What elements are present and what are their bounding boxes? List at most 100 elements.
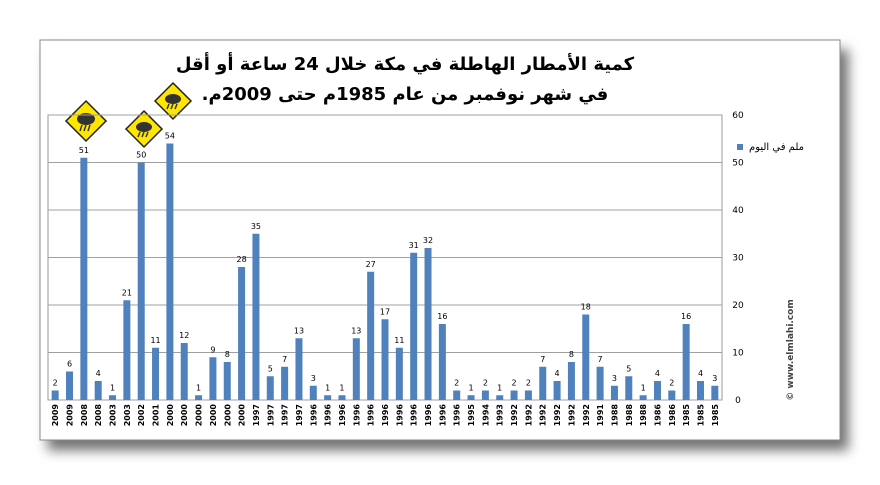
x-tick-label: 1996 [424,404,433,427]
data-label: 2 [483,379,488,388]
x-tick-label: 1985 [711,404,720,427]
x-tick-label: 1996 [338,404,347,427]
bar [137,162,145,400]
x-tick-label: 1996 [381,404,390,427]
bar [582,314,590,400]
x-tick-label: 1993 [496,404,505,426]
bar [223,362,231,400]
data-label: 54 [165,132,175,141]
data-label: 2 [669,379,674,388]
x-tick-label: 2000 [209,404,218,427]
data-label: 18 [581,303,591,312]
y-tick-label: 30 [732,254,744,264]
data-label: 8 [569,350,574,359]
data-label: 5 [626,364,631,373]
data-label: 13 [294,326,304,335]
bar [453,390,461,400]
x-tick-label: 2000 [180,404,189,427]
bar [252,233,260,400]
bar [438,324,446,400]
bar [539,366,547,400]
x-tick-label: 1996 [352,404,361,427]
bar [94,381,102,400]
x-tick-label: 2003 [109,404,118,426]
bar [80,157,88,400]
bar [209,357,217,400]
legend-swatch [737,144,743,150]
bar [152,347,160,400]
bar [653,381,661,400]
data-label: 16 [437,312,447,321]
x-tick-label: 2008 [80,404,89,427]
x-tick-label: 1992 [582,404,591,426]
data-label: 2 [454,379,459,388]
data-label: 5 [268,364,273,373]
x-tick-label: 1996 [453,404,462,427]
bar [553,381,561,400]
x-tick-label: 2009 [51,404,60,427]
data-label: 1 [196,383,201,392]
bar [180,343,188,400]
bar [496,395,504,400]
x-tick-label: 1992 [567,404,576,426]
data-label: 6 [67,360,72,369]
chart-title: كمية الأمطار الهاطلة في مكة خلال 24 ساعة… [176,52,635,75]
data-label: 11 [150,336,160,345]
bar [352,338,360,400]
data-label: 50 [136,151,146,160]
data-label: 12 [179,331,189,340]
data-label: 35 [251,222,261,231]
x-tick-label: 1994 [481,404,490,427]
data-label: 9 [210,345,215,354]
bar [639,395,647,400]
x-tick-label: 2000 [166,404,175,427]
data-label: 27 [366,260,376,269]
bar [295,338,303,400]
bar [668,390,676,400]
chart-subtitle: في شهر نوفمبر من عام 1985م حتى 2009م. [202,84,609,105]
data-label: 32 [423,236,433,245]
x-tick-label: 2008 [94,404,103,427]
bar [410,252,418,400]
x-tick-label: 2000 [223,404,232,427]
data-label: 1 [497,383,502,392]
x-tick-label: 1988 [639,404,648,427]
x-tick-label: 1988 [610,404,619,427]
bar [467,395,475,400]
y-tick-label: 10 [732,349,744,359]
data-label: 2 [512,379,517,388]
x-tick-label: 2000 [238,404,247,427]
bar [711,385,719,400]
bar [309,385,317,400]
x-tick-label: 1995 [467,404,476,427]
data-label: 7 [540,355,545,364]
x-tick-label: 2000 [195,404,204,427]
x-tick-label: 2001 [152,404,161,427]
bar [510,390,518,400]
bar [281,366,289,400]
data-label: 3 [712,374,717,383]
bar [109,395,117,400]
data-label: 31 [409,241,419,250]
data-label: 1 [110,383,115,392]
bar [266,376,274,400]
data-label: 11 [394,336,404,345]
watermark: © www.elmlahi.com [786,299,796,400]
bar [567,362,575,400]
y-tick-label: 40 [732,206,744,216]
y-tick-label: 50 [732,159,744,169]
data-label: 2 [53,379,58,388]
bar [66,371,74,400]
data-label: 1 [468,383,473,392]
bar [381,319,389,400]
bar [610,385,618,400]
x-tick-label: 1985 [682,404,691,427]
x-tick-label: 1985 [696,404,705,427]
data-label: 7 [282,355,287,364]
data-label: 16 [681,312,691,321]
x-tick-label: 1997 [266,404,275,426]
data-label: 2 [526,379,531,388]
data-label: 4 [96,369,101,378]
data-label: 1 [325,383,330,392]
